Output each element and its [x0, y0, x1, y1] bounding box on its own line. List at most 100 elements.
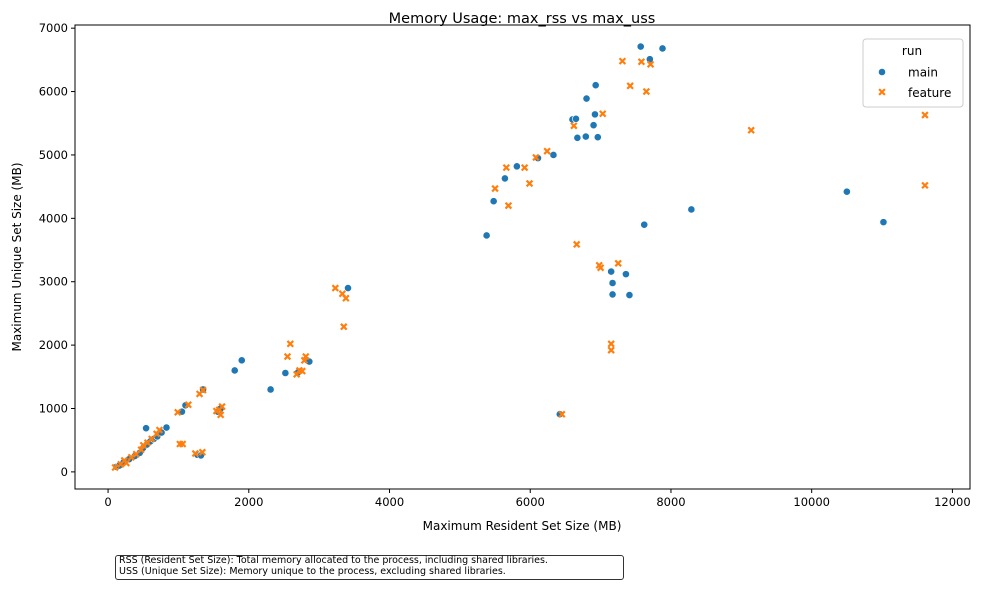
point-feature: [599, 110, 607, 118]
point-feature: [191, 449, 199, 458]
point-feature-stroke: [637, 58, 646, 66]
legend: run main feature: [862, 38, 964, 108]
point-main: [842, 187, 851, 196]
y-tick-label: 5000: [39, 148, 68, 162]
point-feature-stroke: [340, 323, 348, 331]
point-feature-stroke: [599, 110, 607, 118]
point-feature-stroke: [642, 87, 651, 96]
point-feature-stroke: [921, 111, 929, 119]
point-feature-stroke: [127, 453, 135, 461]
point-feature: [637, 58, 646, 66]
point-feature-stroke: [331, 284, 340, 292]
point-main: [237, 356, 246, 365]
point-feature: [532, 153, 540, 162]
point-feature: [340, 323, 348, 331]
point-feature-stroke: [573, 240, 581, 248]
point-main: [622, 270, 630, 279]
point-feature: [174, 408, 182, 416]
point-main: [687, 205, 696, 214]
point-feature: [504, 201, 513, 210]
point-feature: [122, 459, 131, 467]
point-main: [607, 267, 616, 276]
point-feature-stroke: [218, 402, 226, 411]
x-tick-label: 0: [104, 495, 111, 509]
point-feature: [607, 340, 615, 348]
point-feature: [148, 435, 156, 443]
point-feature: [618, 57, 627, 65]
x-tick-label: 12000: [934, 495, 971, 509]
point-feature: [525, 179, 534, 188]
point-feature: [570, 122, 578, 130]
point-feature: [198, 448, 207, 456]
point-feature: [596, 264, 605, 272]
point-main: [142, 424, 150, 433]
point-feature: [558, 410, 566, 418]
point-main: [608, 290, 617, 299]
point-main: [344, 284, 352, 292]
point-feature-stroke: [626, 82, 634, 90]
point-feature-stroke: [747, 126, 755, 134]
y-axis-label: Maximum Unique Set Size (MB): [10, 163, 24, 352]
point-feature: [331, 284, 340, 292]
point-main: [501, 174, 509, 183]
y-tick-label: 0: [61, 465, 68, 479]
point-feature: [137, 446, 145, 454]
chart-title: Memory Usage: max_rss vs max_uss: [389, 11, 656, 27]
point-feature: [218, 402, 226, 411]
point-feature-stroke: [525, 179, 534, 188]
point-feature-stroke: [216, 411, 225, 419]
point-feature: [543, 147, 551, 155]
point-feature-stroke: [286, 340, 294, 348]
legend-title: run: [902, 44, 922, 58]
point-feature: [626, 82, 634, 90]
point-main: [582, 94, 591, 103]
y-tick-label: 6000: [39, 85, 68, 99]
point-main: [591, 81, 600, 90]
point-main: [589, 121, 598, 130]
point-feature: [921, 111, 929, 119]
y-tick-label: 2000: [39, 338, 68, 352]
point-feature-stroke: [607, 340, 615, 348]
legend-main-label: main: [908, 66, 938, 80]
point-feature: [573, 240, 581, 248]
point-feature-stroke: [298, 367, 306, 375]
point-feature: [298, 367, 306, 375]
point-feature: [646, 60, 655, 68]
point-feature: [216, 411, 225, 419]
point-feature: [184, 401, 192, 409]
point-main: [572, 114, 580, 123]
point-feature: [199, 386, 207, 394]
chart-marks: [111, 42, 929, 472]
x-tick-label: 6000: [516, 495, 545, 509]
point-main: [266, 385, 275, 394]
point-feature-stroke: [111, 463, 119, 472]
point-main: [281, 369, 290, 377]
point-feature-stroke: [614, 259, 622, 268]
legend-box: [862, 38, 964, 108]
x-tick-label: 2000: [234, 495, 263, 509]
point-feature: [747, 126, 755, 134]
point-feature-stroke: [155, 426, 164, 434]
point-main: [549, 151, 558, 159]
point-feature: [614, 259, 622, 268]
point-feature-stroke: [921, 181, 929, 190]
point-feature-stroke: [137, 446, 145, 454]
point-feature-stroke: [646, 60, 655, 68]
plot-frame: [74, 24, 971, 490]
point-main: [640, 220, 649, 229]
point-feature-stroke: [122, 459, 131, 467]
point-main: [573, 133, 582, 142]
footnote-box: RSS (Resident Set Size): Total memory al…: [115, 555, 624, 580]
point-main: [591, 110, 599, 119]
point-main: [489, 197, 498, 206]
point-feature-stroke: [198, 448, 207, 456]
point-feature: [139, 441, 147, 449]
y-axis-ticks: 0 1000 2000 3000 4000 5000 6000 7000: [39, 21, 75, 479]
legend-feature-x: [878, 88, 886, 96]
point-feature: [342, 294, 350, 302]
point-main: [658, 44, 667, 53]
point-feature: [491, 184, 499, 193]
point-feature: [607, 346, 615, 354]
point-feature-stroke: [570, 122, 578, 130]
point-feature-stroke: [191, 449, 199, 458]
